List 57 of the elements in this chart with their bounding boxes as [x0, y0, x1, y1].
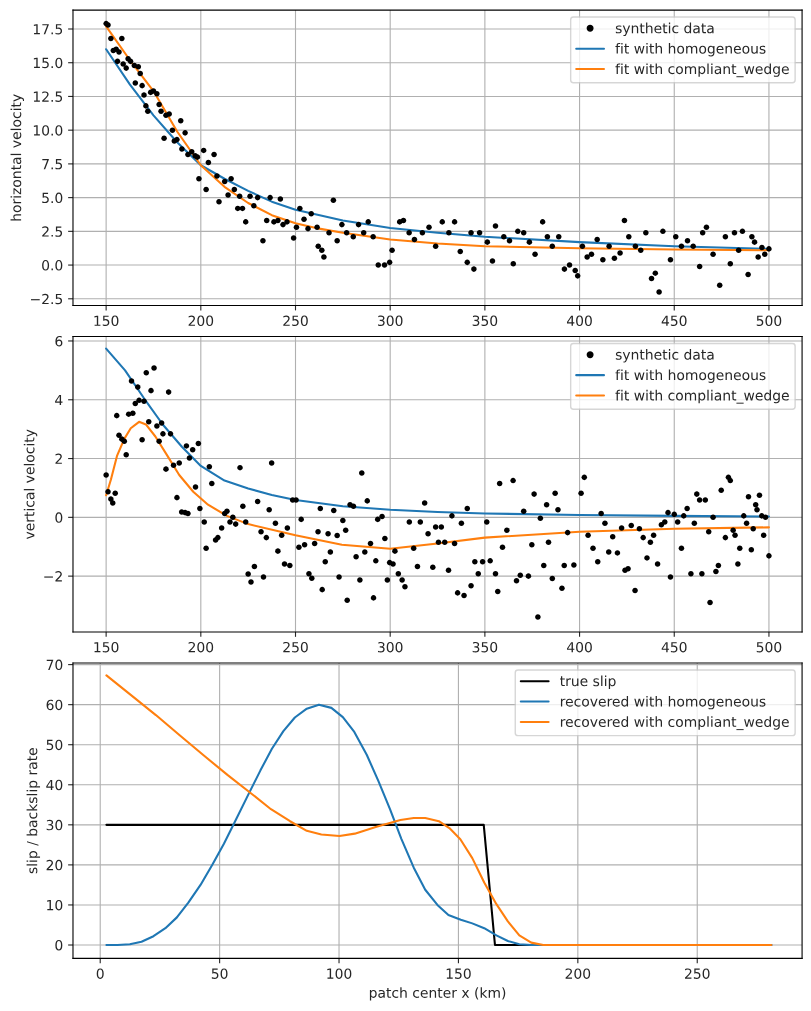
y-tick-label: 10.0 [33, 125, 63, 136]
x-tick-label: 350 [472, 641, 498, 653]
y-tick-label: 2.5 [42, 226, 63, 237]
legend-label: recovered with compliant_wedge [560, 716, 789, 731]
x-tick-label: 100 [327, 968, 352, 979]
y-tick-label: −2.5 [31, 293, 63, 305]
x-tick-label: 250 [685, 968, 710, 979]
legend-label: recovered with homogeneous [560, 695, 766, 710]
legend-label: fit with homogeneous [615, 43, 766, 57]
x-axis-title: patch center x (km) [369, 987, 506, 1001]
y-tick-label: 15.0 [33, 57, 63, 69]
legend-label: fit with homogeneous [615, 369, 766, 383]
y-axis-title: vertical velocity [23, 429, 38, 540]
y-tick-label: 5.0 [42, 192, 63, 204]
y-tick-label: 0 [55, 939, 63, 951]
y-tick-label: 20 [46, 859, 63, 871]
y-tick-label: 60 [46, 699, 63, 711]
y-tick-label: 50 [46, 739, 63, 751]
x-tick-label: 350 [472, 315, 498, 327]
legend-label: synthetic data [615, 349, 714, 363]
x-tick-label: 450 [661, 315, 687, 327]
y-tick-label: 2 [55, 453, 62, 464]
x-tick-label: 250 [283, 315, 308, 327]
legend-label: true slip [560, 675, 616, 689]
y-axis-title: slip / backslip rate [26, 748, 41, 874]
y-tick-label: 7.5 [42, 159, 63, 170]
x-tick-label: 250 [283, 641, 308, 653]
x-tick-label: 300 [377, 641, 403, 653]
y-tick-label: 4 [55, 394, 63, 406]
legend-label: synthetic data [615, 22, 714, 37]
x-tick-label: 200 [188, 315, 214, 327]
x-tick-label: 0 [96, 968, 104, 979]
x-tick-label: 500 [756, 315, 782, 327]
x-tick-label: 150 [94, 315, 119, 327]
legend-label: fit with compliant_wedge [615, 389, 789, 404]
y-tick-label: −2 [44, 571, 62, 582]
x-tick-label: 500 [756, 641, 782, 653]
y-tick-label: 70 [46, 659, 63, 671]
y-tick-label: 0 [55, 512, 63, 523]
x-tick-label: 200 [565, 968, 591, 979]
y-tick-label: 0.0 [42, 260, 63, 271]
y-tick-label: 12.5 [33, 91, 63, 102]
legend-label: fit with compliant_wedge [615, 63, 789, 78]
x-tick-label: 50 [211, 968, 228, 979]
y-tick-label: 40 [46, 779, 63, 791]
x-tick-label: 400 [566, 641, 592, 653]
y-tick-label: 10 [47, 899, 63, 911]
x-tick-label: 300 [377, 315, 403, 327]
y-axis-title: horizontal velocity [10, 94, 24, 221]
x-tick-label: 150 [94, 641, 119, 653]
x-tick-label: 150 [446, 968, 471, 979]
y-tick-label: 30 [46, 819, 63, 831]
y-tick-label: 17.5 [33, 24, 63, 35]
x-tick-label: 200 [188, 641, 214, 653]
y-tick-label: 6 [55, 335, 63, 347]
x-tick-label: 450 [661, 641, 687, 653]
x-tick-label: 400 [566, 315, 592, 327]
